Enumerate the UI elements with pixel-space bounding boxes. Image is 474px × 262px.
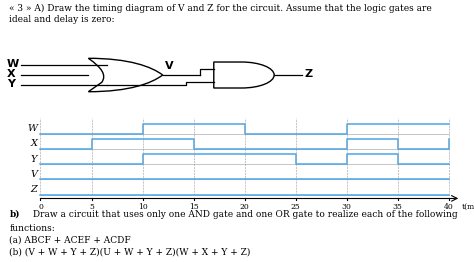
Text: functions:: functions: bbox=[9, 224, 55, 233]
Text: V: V bbox=[30, 170, 37, 179]
Text: Y: Y bbox=[31, 155, 37, 163]
Text: Y: Y bbox=[7, 79, 15, 89]
PathPatch shape bbox=[214, 62, 274, 88]
Text: W: W bbox=[7, 59, 19, 69]
Text: 40: 40 bbox=[444, 203, 454, 211]
Text: (a) ABCF + ACEF + ACDF: (a) ABCF + ACEF + ACDF bbox=[9, 236, 131, 245]
PathPatch shape bbox=[88, 58, 163, 92]
Text: (b) (V + W + Y + Z)(U + W + Y + Z)(W + X + Y + Z): (b) (V + W + Y + Z)(U + W + Y + Z)(W + X… bbox=[9, 248, 251, 256]
Text: X: X bbox=[7, 69, 16, 79]
Text: 0: 0 bbox=[38, 203, 43, 211]
Text: 20: 20 bbox=[240, 203, 249, 211]
Text: 5: 5 bbox=[89, 203, 94, 211]
Text: t(ms): t(ms) bbox=[462, 203, 474, 211]
Text: X: X bbox=[30, 139, 37, 148]
Text: b): b) bbox=[9, 210, 20, 219]
Text: Z: Z bbox=[304, 69, 312, 79]
Text: Z: Z bbox=[31, 185, 37, 194]
Text: 35: 35 bbox=[393, 203, 403, 211]
Text: 15: 15 bbox=[189, 203, 199, 211]
Text: Draw a circuit that uses only one AND gate and one OR gate to realize each of th: Draw a circuit that uses only one AND ga… bbox=[30, 210, 458, 219]
Text: V: V bbox=[165, 61, 173, 71]
Text: 10: 10 bbox=[137, 203, 147, 211]
Text: « 3 » A) Draw the timing diagram of V and Z for the circuit. Assume that the log: « 3 » A) Draw the timing diagram of V an… bbox=[9, 4, 432, 24]
Text: W: W bbox=[27, 124, 37, 133]
Text: 30: 30 bbox=[342, 203, 352, 211]
Text: 25: 25 bbox=[291, 203, 301, 211]
